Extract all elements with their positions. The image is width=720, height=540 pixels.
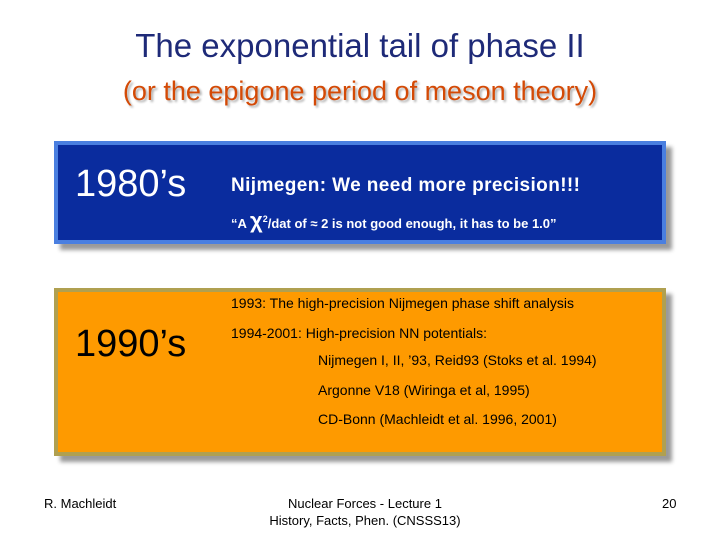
potential-item-argonne: Argonne V18 (Wiringa et al, 1995): [318, 382, 530, 398]
box-1980s: [54, 141, 666, 244]
page-number: 20: [662, 496, 677, 511]
decade-label-1980s: 1980’s: [75, 163, 187, 205]
footer-course-line-1: Nuclear Forces - Lecture 1: [288, 496, 442, 511]
chi-symbol: χ: [250, 208, 263, 233]
quote-1980s: “A χ2/dat of ≈ 2 is not good enough, it …: [231, 208, 557, 235]
potential-item-cd-bonn: CD-Bonn (Machleidt et al. 1996, 2001): [318, 411, 557, 427]
footer-course: Nuclear Forces - Lecture 1 History, Fact…: [230, 495, 500, 529]
quote-rest: /dat of ≈ 2 is not good enough, it has t…: [267, 216, 557, 231]
slide-title: The exponential tail of phase II: [135, 27, 585, 64]
line-1994-2001: 1994-2001: High-precision NN potentials:: [231, 325, 488, 341]
line-1993: 1993: The high-precision Nijmegen phase …: [231, 295, 574, 311]
box-1990s: [54, 288, 666, 456]
footer-course-line-2: History, Facts, Phen. (CNSSS13): [269, 513, 461, 528]
decade-label-1990s: 1990’s: [75, 323, 187, 365]
chi-superscript: 2: [262, 214, 268, 224]
quote-open: “A: [231, 216, 251, 231]
footer-author: R. Machleidt: [44, 496, 117, 511]
potential-item-nijmegen: Nijmegen I, II, ’93, Reid93 (Stoks et al…: [318, 352, 597, 368]
headline-1980s: Nijmegen: We need more precision!!!: [231, 175, 581, 196]
slide-subtitle: (or the epigone period of meson theory): [122, 76, 598, 106]
